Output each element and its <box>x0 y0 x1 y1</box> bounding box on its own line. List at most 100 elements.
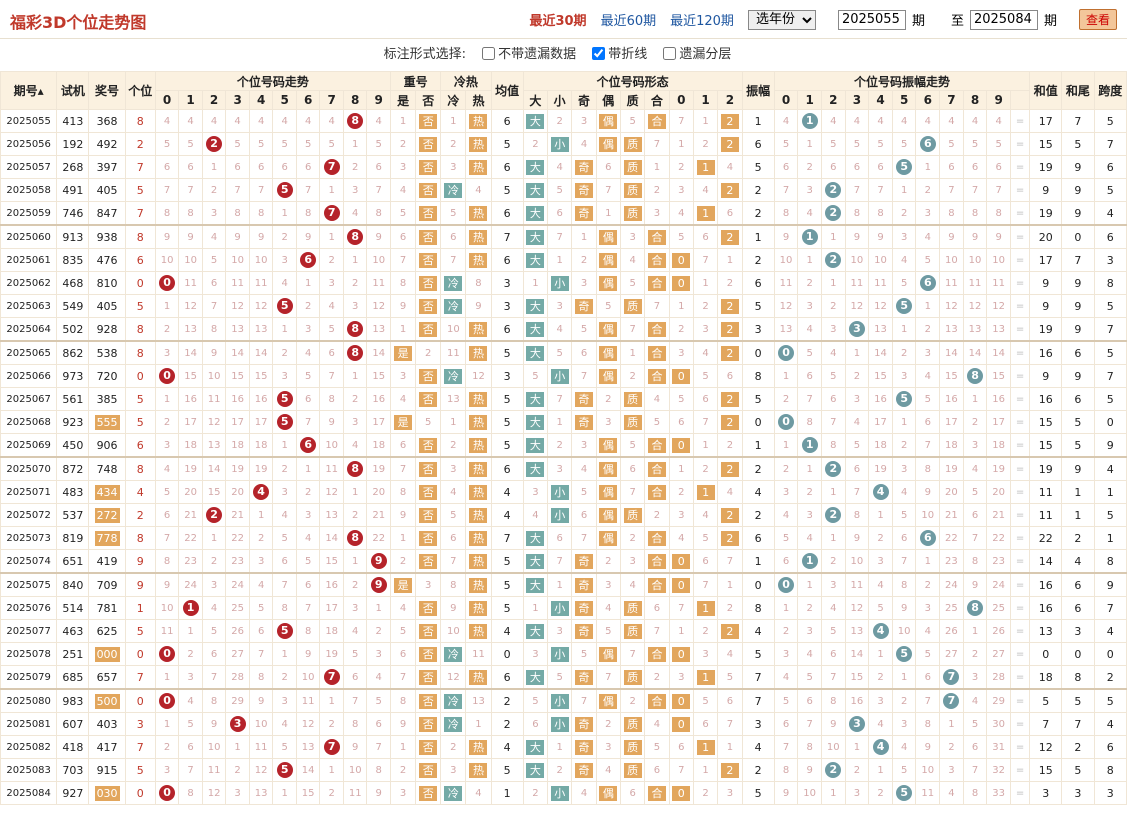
option-layer-checkbox[interactable] <box>663 47 677 60</box>
miss-value: 4 <box>304 532 312 544</box>
amp-trend-cell: 7 <box>868 178 893 202</box>
form-cell: 奇 <box>571 410 597 434</box>
form-miss: 7 <box>702 579 709 591</box>
trend-cell: 8 <box>366 201 392 226</box>
form-cell: 质 <box>619 132 646 156</box>
trend-cell: 5 <box>154 480 180 504</box>
form-cell: 6 <box>717 201 743 226</box>
form-tag: 奇 <box>575 391 593 407</box>
option-polyline[interactable]: 带折线 <box>592 47 647 62</box>
amp-trend-cell: 4 <box>939 781 964 805</box>
option-layer[interactable]: 遗漏分层 <box>663 47 731 62</box>
link-recent-60[interactable]: 最近60期 <box>600 14 657 29</box>
amp-miss: 12 <box>992 300 1006 312</box>
amp-cell: 2 <box>741 758 775 782</box>
trend-cell: 1 <box>342 132 368 156</box>
amp-extra-cell: = <box>1009 480 1031 504</box>
form-miss: 6 <box>702 231 709 243</box>
miss-value: 5 <box>304 555 312 567</box>
form-cell: 5 <box>619 109 646 133</box>
form-tag: 2 <box>720 461 739 477</box>
hotcold-tag: 热 <box>469 484 488 500</box>
amp-miss: 12 <box>850 300 864 312</box>
amp-trend-cell: 9 <box>773 224 799 249</box>
prize-cell: 906 <box>88 433 126 458</box>
from-issue-input[interactable] <box>837 9 906 30</box>
repeat-tag: 否 <box>419 368 438 384</box>
unit-cell: 2 <box>124 503 156 527</box>
sum-cell: 19 <box>1029 456 1063 481</box>
amp-miss: 9 <box>924 486 931 498</box>
amp-miss: 5 <box>900 509 908 521</box>
amp-trend-cell: 3 <box>797 619 822 643</box>
amp-trend-cell: 7 <box>797 387 822 411</box>
dash-mark: = <box>1015 555 1025 567</box>
form-tag: 小 <box>550 484 569 500</box>
trend-cell: 3 <box>342 294 368 318</box>
hotcold-cell: 2 <box>440 132 467 156</box>
prize-cell: 778 <box>88 526 126 550</box>
miss-value: 9 <box>210 718 218 730</box>
form-cell: 1 <box>668 294 694 318</box>
head-form-sub: 大 <box>522 90 549 110</box>
miss-value: 18 <box>254 439 268 451</box>
form-miss: 3 <box>532 648 539 660</box>
trend-cell: 5 <box>178 132 203 156</box>
hit-ball: 8 <box>347 461 364 477</box>
trend-cell: 6 <box>178 735 203 759</box>
form-miss: 4 <box>678 207 685 219</box>
amp-trend-cell: 15 <box>868 364 893 388</box>
head-hotcold: 冷热 <box>440 71 492 91</box>
amp-ball: 2 <box>825 507 842 523</box>
prize-cell: 368 <box>88 109 126 133</box>
form-tag: 合 <box>647 553 666 569</box>
hit-ball: 7 <box>323 159 340 175</box>
amp-miss: 11 <box>874 277 887 289</box>
amp-miss: 2 <box>806 277 813 289</box>
trend-cell: 6 <box>319 340 344 365</box>
year-select[interactable]: 选年份 <box>747 9 816 30</box>
option-no-missing-checkbox[interactable] <box>482 47 496 60</box>
trend-cell: 4 <box>295 109 321 133</box>
option-polyline-checkbox[interactable] <box>592 47 606 60</box>
miss-value: 17 <box>184 416 197 428</box>
form-miss: 2 <box>702 300 709 312</box>
form-miss: 5 <box>678 231 685 243</box>
sum-cell: 11 <box>1029 480 1063 504</box>
head-span: 跨度 <box>1093 71 1127 110</box>
form-miss: 6 <box>702 555 709 567</box>
trend-cell: 1 <box>342 549 368 574</box>
miss-value: 8 <box>328 393 335 405</box>
repeat-tag: 否 <box>419 391 438 407</box>
amp-miss: 4 <box>971 463 979 475</box>
avg-cell: 6 <box>490 665 524 690</box>
trend-cell: 11 <box>178 271 203 295</box>
miss-value: 3 <box>281 486 288 498</box>
amp-trend-cell: 3 <box>844 712 870 736</box>
trend-cell: 16 <box>319 572 344 597</box>
hotcold-cell: 3 <box>440 155 467 179</box>
amp-miss: 24 <box>992 579 1006 591</box>
amp-miss: 4 <box>782 671 790 683</box>
amp-miss: 1 <box>806 138 813 150</box>
prize-cell: 625 <box>88 619 126 643</box>
amp-miss: 2 <box>782 463 790 475</box>
link-recent-120[interactable]: 最近120期 <box>670 14 734 29</box>
amp-cell: 3 <box>741 712 775 736</box>
form-cell: 2 <box>547 758 573 782</box>
option-no-missing[interactable]: 不带遗漏数据 <box>482 47 576 62</box>
amp-trend-cell: 4 <box>868 572 893 597</box>
link-recent-30[interactable]: 最近30期 <box>529 14 587 29</box>
miss-value: 1 <box>352 370 359 382</box>
avg-cell: 6 <box>490 109 524 133</box>
span-cell: 1 <box>1093 526 1127 550</box>
sum-cell: 16 <box>1029 596 1063 620</box>
form-miss: 3 <box>605 579 612 591</box>
form-cell: 1 <box>619 340 646 365</box>
amp-trend-cell: 3 <box>939 758 964 782</box>
query-button[interactable]: 查看 <box>1078 9 1117 30</box>
amp-miss: 8 <box>900 579 908 591</box>
form-tag: 偶 <box>599 507 618 523</box>
amp-trend-cell: 2 <box>820 178 846 202</box>
to-issue-input[interactable] <box>969 9 1038 30</box>
